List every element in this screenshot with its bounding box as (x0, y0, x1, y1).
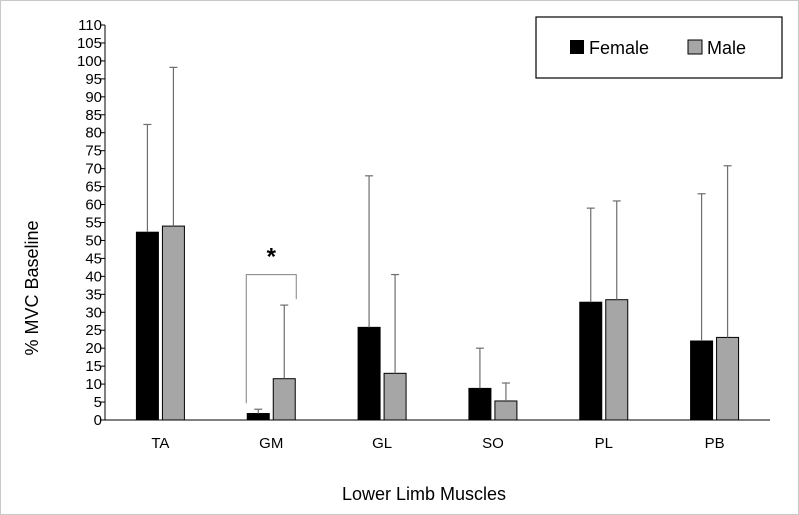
legend: Female Male (535, 16, 783, 79)
bar-female-pb (690, 340, 714, 421)
legend-label-male: Male (707, 38, 746, 58)
y-tick-label: 85 (85, 107, 102, 124)
bar-female-gm (246, 413, 270, 421)
y-axis-title: % MVC Baseline (22, 220, 42, 355)
bars (135, 225, 740, 421)
bar-male-ta (161, 225, 185, 421)
y-tick-label: 50 (85, 232, 102, 249)
bar-female-gl (357, 326, 381, 421)
x-tick-label-so: SO (482, 435, 504, 452)
x-tick-label-gm: GM (259, 435, 283, 452)
x-axis-labels: TA GM GL SO PL PB (151, 435, 724, 452)
y-tick-label: 30 (85, 304, 102, 321)
annotations: * (245, 244, 297, 404)
x-tick-label-gl: GL (372, 435, 392, 452)
y-tick-label: 105 (77, 35, 102, 52)
y-tick-label: 0 (94, 412, 102, 429)
bar-male-so (494, 400, 518, 421)
y-tick-label: 70 (85, 161, 102, 178)
x-tick-label-pl: PL (595, 435, 613, 452)
y-tick-label: 90 (85, 89, 102, 106)
y-tick-label: 25 (85, 322, 102, 339)
bar-female-ta (135, 231, 159, 421)
significance-bracket (245, 274, 297, 404)
y-tick-label: 75 (85, 143, 102, 160)
significance-star: * (267, 244, 277, 271)
y-tick-label: 5 (94, 394, 102, 411)
bar-female-so (468, 387, 492, 421)
y-tick-label: 80 (85, 125, 102, 142)
y-tick-label: 65 (85, 179, 102, 196)
bar-male-pb (716, 336, 740, 421)
y-tick-label: 10 (85, 376, 102, 393)
x-tick-label-ta: TA (151, 435, 169, 452)
x-axis-title: Lower Limb Muscles (342, 484, 506, 504)
bar-male-gl (383, 372, 407, 421)
error-bars (143, 66, 732, 414)
y-tick-label: 100 (77, 53, 102, 70)
y-tick-label: 45 (85, 250, 102, 267)
y-tick-label: 95 (85, 71, 102, 88)
axes (104, 25, 770, 421)
y-tick-label: 20 (85, 340, 102, 357)
bar-male-gm (272, 378, 296, 421)
y-tick-label: 40 (85, 268, 102, 285)
y-axis-ticks: 0510152025303540455055606570758085909510… (77, 17, 105, 429)
bar-male-pl (605, 299, 629, 421)
bar-female-pl (579, 301, 603, 421)
y-tick-label: 55 (85, 215, 102, 232)
y-tick-label: 60 (85, 197, 102, 214)
y-tick-label: 110 (78, 17, 102, 34)
x-tick-label-pb: PB (705, 435, 725, 452)
legend-swatch-male (687, 39, 703, 55)
legend-label-female: Female (589, 38, 649, 58)
y-tick-label: 35 (85, 286, 102, 303)
y-tick-label: 15 (85, 358, 102, 375)
legend-swatch-female (570, 40, 584, 54)
